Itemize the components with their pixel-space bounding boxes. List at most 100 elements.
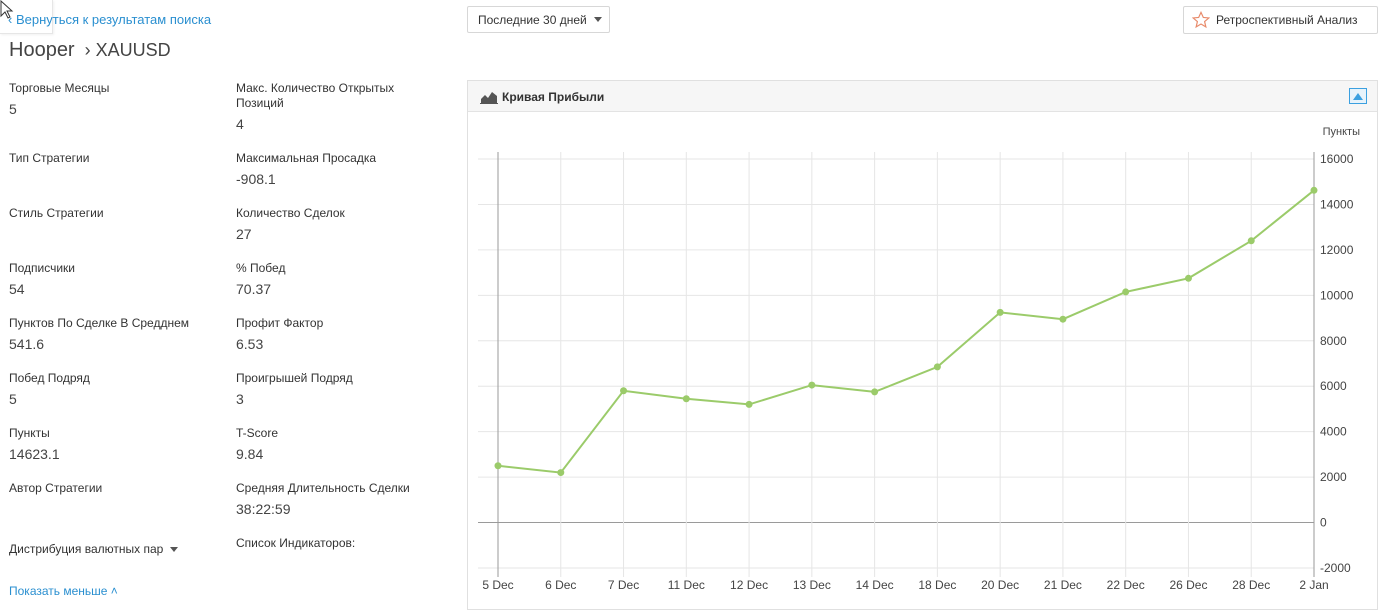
stat-label: Побед Подряд — [9, 371, 90, 385]
chart-panel-header: Кривая Прибыли — [468, 81, 1377, 112]
stat-value: 3 — [236, 391, 244, 407]
stat-value: 27 — [236, 226, 252, 242]
stat-label: T-Score — [236, 426, 279, 440]
series-line — [497, 189, 1315, 474]
x-tick-label: 2 Jan — [1299, 578, 1328, 592]
chevron-down-icon — [170, 546, 179, 552]
stat-strategy-author: Автор Стратегии — [9, 481, 219, 501]
data-point — [494, 462, 502, 470]
stat-avg-trade-duration: Средняя Длительность Сделки 38:22:59 — [236, 481, 446, 517]
stat-label: % Побед — [236, 261, 286, 275]
profit-curve-panel: Кривая Прибыли -2000 0 2000 4000 6000 8000 100… — [467, 80, 1378, 610]
page-title: Hooper › XAUUSD — [9, 39, 171, 62]
data-point — [682, 395, 690, 403]
stat-trading-months: Торговые Месяцы 5 — [9, 81, 219, 117]
data-point — [1122, 288, 1130, 296]
data-point — [871, 388, 879, 396]
x-tick-label: 5 Dec — [482, 578, 513, 592]
x-tick-label: 26 Dec — [1169, 578, 1207, 592]
y-tick-label: 6000 — [1320, 379, 1347, 393]
data-point — [1184, 274, 1192, 282]
data-point — [745, 400, 753, 408]
x-tick-label: 11 Dec — [668, 578, 705, 592]
stat-label: Пунктов По Сделке В Средднем — [9, 316, 189, 330]
star-icon — [1192, 11, 1210, 29]
show-less-link[interactable]: Показать меньше ˄ — [9, 584, 118, 598]
data-point — [1059, 315, 1067, 323]
stat-value: 541.6 — [9, 336, 45, 352]
stat-value: 4 — [236, 116, 244, 132]
y-tick-label: -2000 — [1320, 561, 1351, 575]
x-tick-label: 7 Dec — [608, 578, 639, 592]
period-select[interactable]: Последние 30 дней — [467, 6, 610, 33]
currency-distribution-toggle[interactable]: Дистрибуция валютных пар — [9, 542, 179, 556]
indicators-list-label: Список Индикаторов: — [236, 536, 356, 550]
x-tick-label: 21 Dec — [1044, 578, 1082, 592]
back-to-results-link[interactable]: ‹ Вернуться к результатам поиска — [8, 12, 212, 27]
y-tick-label: 0 — [1320, 516, 1327, 530]
mouse-cursor-icon — [0, 0, 14, 19]
stat-label: Проигрышей Подряд — [236, 371, 353, 385]
data-point — [620, 387, 628, 395]
profit-curve-chart: -2000 0 2000 4000 6000 8000 10000 12000 14000 160… — [478, 126, 1360, 592]
stat-loss-streak: Проигрышей Подряд 3 — [236, 371, 446, 407]
stat-label: Торговые Месяцы — [9, 81, 110, 95]
stat-avg-points-per-trade: Пунктов По Сделке В Средднем 541.6 — [9, 316, 219, 352]
stat-value: 38:22:59 — [236, 501, 291, 517]
collapse-panel-icon[interactable] — [1349, 88, 1367, 104]
stat-profit-factor: Профит Фактор 6.53 — [236, 316, 446, 352]
x-tick-label: 13 Dec — [793, 578, 831, 592]
x-tick-label: 18 Dec — [918, 578, 956, 592]
stat-value: 14623.1 — [9, 446, 60, 462]
data-point — [808, 381, 816, 389]
stat-label: Макс. Количество Открытых Позиций — [236, 81, 395, 110]
stat-max-drawdown: Максимальная Просадка -908.1 — [236, 151, 446, 187]
stat-label: Профит Фактор — [236, 316, 324, 330]
currency-distribution-label: Дистрибуция валютных пар — [9, 542, 164, 556]
stat-subscribers: Подписчики 54 — [9, 261, 219, 297]
stat-label: Тип Стратегии — [9, 151, 90, 165]
data-point — [933, 363, 941, 371]
x-tick-label: 22 Dec — [1107, 578, 1145, 592]
stat-label: Пункты — [9, 426, 50, 440]
stat-label: Автор Стратегии — [9, 481, 103, 495]
stat-trade-count: Количество Сделок 27 — [236, 206, 446, 242]
y-tick-label: 10000 — [1320, 288, 1354, 302]
data-point — [557, 469, 565, 477]
period-select-value: Последние 30 дней — [478, 12, 587, 27]
x-tick-label: 12 Dec — [730, 578, 768, 592]
data-point — [1310, 186, 1318, 194]
symbol-breadcrumb: › XAUUSD — [84, 40, 171, 60]
y-tick-label: 4000 — [1320, 425, 1347, 439]
x-tick-label: 28 Dec — [1232, 578, 1270, 592]
stat-t-score: T-Score 9.84 — [236, 426, 446, 462]
stat-value: 6.53 — [236, 336, 264, 352]
stat-value: -908.1 — [236, 171, 276, 187]
stat-label: Подписчики — [9, 261, 76, 275]
data-point — [996, 308, 1004, 316]
stat-label: Максимальная Просадка — [236, 151, 377, 165]
x-tick-label: 20 Dec — [981, 578, 1019, 592]
stat-value: 9.84 — [236, 446, 264, 462]
stat-label: Стиль Стратегии — [9, 206, 104, 220]
y-tick-label: 8000 — [1320, 334, 1347, 348]
retrospective-analysis-button[interactable]: Ретроспективный Анализ — [1183, 6, 1378, 34]
strategy-name: Hooper — [9, 39, 75, 61]
stat-value: 70.37 — [236, 281, 272, 297]
stat-strategy-style: Стиль Стратегии — [9, 206, 219, 226]
stat-label: Количество Сделок — [236, 206, 345, 220]
area-chart-icon — [480, 92, 498, 104]
stat-value: 5 — [9, 391, 17, 407]
x-tick-label: 6 Dec — [545, 578, 576, 592]
cursor-highlight — [0, 0, 53, 34]
stat-win-percent: % Побед 70.37 — [236, 261, 446, 297]
y-tick-label: 12000 — [1320, 243, 1354, 257]
stat-strategy-type: Тип Стратегии — [9, 151, 219, 171]
retrospective-analysis-label: Ретроспективный Анализ — [1216, 13, 1358, 27]
y-axis-title: Пункты — [1323, 126, 1360, 138]
chevron-down-icon — [593, 17, 602, 22]
y-tick-label: 16000 — [1320, 152, 1354, 166]
stat-win-streak: Побед Подряд 5 — [9, 371, 219, 407]
chart-title: Кривая Прибыли — [502, 90, 605, 104]
x-tick-label: 14 Dec — [856, 578, 894, 592]
